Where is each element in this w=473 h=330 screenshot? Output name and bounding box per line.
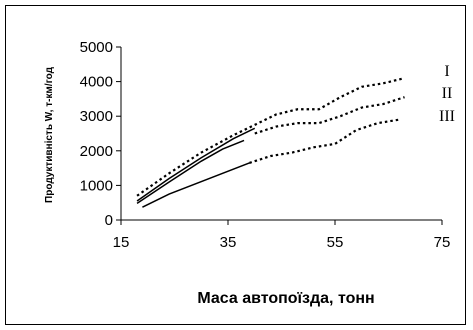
series-1-dotted-line [136, 77, 405, 197]
y-tick-label: 3000 [80, 108, 113, 125]
series-label-2: II [442, 85, 453, 102]
series-label-3: III [439, 108, 455, 125]
y-tick-label: 0 [105, 212, 113, 229]
series-1-solid-line [136, 127, 256, 202]
y-tick-label: 2000 [80, 143, 113, 160]
series-3-dotted-line [249, 118, 400, 164]
chart-frame [5, 5, 466, 325]
x-tick-label: 35 [220, 234, 237, 251]
x-tick-label: 75 [434, 234, 451, 251]
series-label-1: I [444, 63, 449, 80]
series-2-dotted-line [254, 96, 405, 135]
series-2-solid-line [136, 139, 245, 205]
y-axis-label: Продуктивність W, т-км/год [44, 66, 55, 203]
x-tick-label: 55 [327, 234, 344, 251]
x-axis-label: Маса автопоїзда, тонн [197, 290, 374, 307]
series-3-solid-line [142, 162, 250, 208]
y-tick-label: 4000 [80, 74, 113, 91]
y-tick-label: 1000 [80, 177, 113, 194]
x-tick-label: 15 [113, 234, 130, 251]
y-tick-label: 5000 [80, 39, 113, 56]
